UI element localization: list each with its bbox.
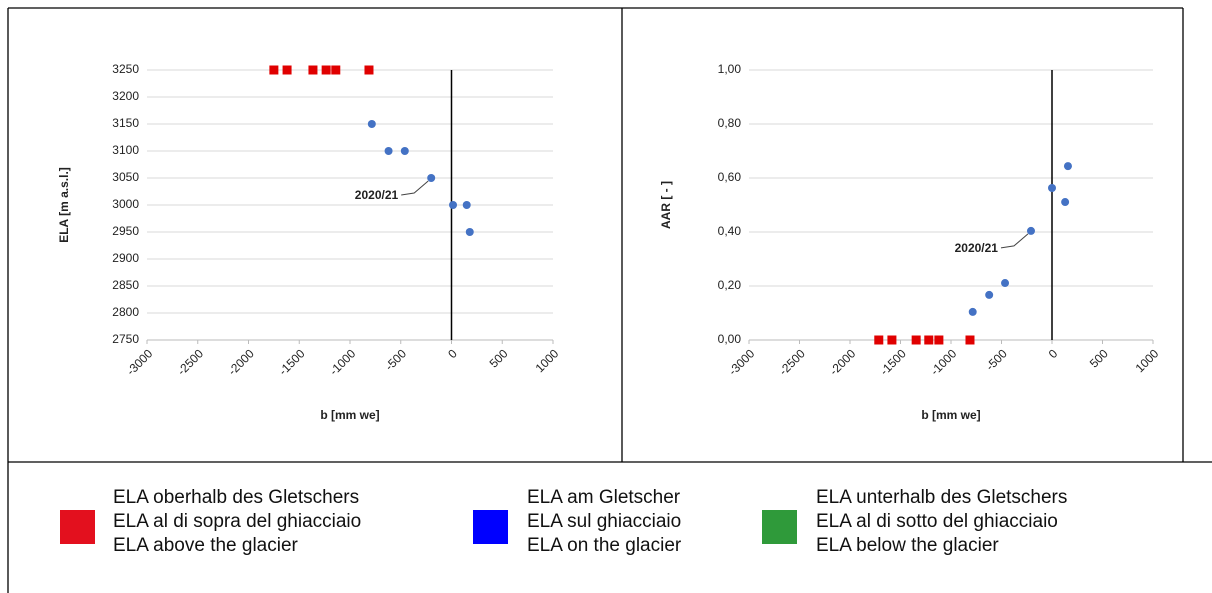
point bbox=[449, 201, 458, 209]
x-tick-label: 500 bbox=[1087, 346, 1111, 370]
x-tick-label: -500 bbox=[983, 346, 1010, 373]
point bbox=[1048, 183, 1056, 192]
point bbox=[1001, 279, 1010, 288]
point bbox=[924, 335, 934, 345]
y-tick-label: 3200 bbox=[112, 89, 139, 103]
legend-text: ELA below the glacier bbox=[816, 535, 999, 556]
point bbox=[364, 65, 374, 75]
point bbox=[911, 335, 921, 345]
y-tick-label: 3150 bbox=[112, 116, 139, 130]
y-tick-label: 0,80 bbox=[718, 116, 742, 130]
y-tick-label: 3000 bbox=[112, 197, 139, 211]
point bbox=[282, 65, 292, 75]
x-tick-label: 1000 bbox=[1133, 346, 1162, 375]
x-tick-label: -2000 bbox=[225, 346, 257, 378]
point bbox=[887, 335, 897, 345]
point bbox=[934, 335, 944, 345]
point bbox=[874, 335, 884, 345]
point bbox=[384, 147, 393, 155]
point bbox=[400, 147, 409, 155]
x-tick-label: 0 bbox=[1046, 346, 1061, 361]
legend-text: ELA am Gletscher bbox=[527, 487, 681, 508]
legend-swatch bbox=[60, 510, 95, 544]
point bbox=[321, 65, 331, 75]
x-axis-title: b [mm we] bbox=[921, 408, 980, 422]
x-tick-label: 500 bbox=[487, 346, 511, 370]
x-tick-label: -2500 bbox=[175, 346, 207, 378]
annotation: 2020/21 bbox=[355, 188, 399, 202]
point bbox=[965, 335, 975, 345]
x-tick-label: -1500 bbox=[877, 346, 909, 378]
x-tick-label: -3000 bbox=[124, 346, 156, 378]
x-tick-label: -1000 bbox=[327, 346, 359, 378]
point bbox=[331, 65, 341, 75]
y-tick-label: 3250 bbox=[112, 62, 139, 76]
point bbox=[269, 65, 279, 75]
y-tick-label: 2800 bbox=[112, 305, 139, 319]
y-tick-label: 0,00 bbox=[718, 332, 742, 346]
point bbox=[367, 120, 376, 128]
y-tick-label: 2750 bbox=[112, 332, 139, 346]
point bbox=[1061, 198, 1070, 207]
legend-text: ELA al di sopra del ghiacciaio bbox=[113, 511, 361, 532]
y-tick-label: 3100 bbox=[112, 143, 139, 157]
legend-text: ELA on the glacier bbox=[527, 535, 682, 556]
y-axis-title: AAR [ - ] bbox=[659, 181, 673, 229]
x-tick-label: -3000 bbox=[726, 346, 758, 378]
legend-text: ELA above the glacier bbox=[113, 535, 299, 556]
legend-text: ELA unterhalb des Gletschers bbox=[816, 487, 1067, 508]
y-tick-label: 2850 bbox=[112, 278, 139, 292]
legend-swatch bbox=[762, 510, 797, 544]
annotation: 2020/21 bbox=[955, 241, 999, 255]
y-tick-label: 3050 bbox=[112, 170, 139, 184]
x-tick-label: -2000 bbox=[827, 346, 859, 378]
y-tick-label: 0,60 bbox=[718, 170, 742, 184]
legend-swatch bbox=[473, 510, 508, 544]
y-tick-label: 2900 bbox=[112, 251, 139, 265]
y-tick-label: 0,20 bbox=[718, 278, 742, 292]
frame bbox=[7, 7, 1212, 593]
annotation-leader bbox=[1000, 233, 1029, 249]
y-tick-label: 0,40 bbox=[718, 224, 742, 238]
x-tick-label: -1000 bbox=[928, 346, 960, 378]
point bbox=[462, 201, 471, 209]
point bbox=[985, 290, 994, 299]
annotation-leader bbox=[401, 180, 429, 196]
point bbox=[308, 65, 318, 75]
point bbox=[465, 228, 474, 236]
point bbox=[1063, 162, 1072, 171]
legend-text: ELA sul ghiacciaio bbox=[527, 511, 681, 532]
point bbox=[427, 174, 436, 182]
y-tick-label: 2950 bbox=[112, 224, 139, 238]
point bbox=[1026, 226, 1035, 235]
legend-text: ELA oberhalb des Gletschers bbox=[113, 487, 359, 508]
x-tick-label: -1500 bbox=[276, 346, 308, 378]
x-tick-label: -500 bbox=[382, 346, 409, 373]
x-tick-label: 1000 bbox=[533, 346, 562, 375]
x-tick-label: 0 bbox=[445, 346, 460, 361]
y-axis-title: ELA [m a.s.l.] bbox=[57, 167, 71, 243]
point bbox=[968, 307, 977, 316]
x-tick-label: -2500 bbox=[776, 346, 808, 378]
legend-text: ELA al di sotto del ghiacciaio bbox=[816, 511, 1058, 532]
y-tick-label: 1,00 bbox=[718, 62, 742, 76]
x-axis-title: b [mm we] bbox=[320, 408, 379, 422]
